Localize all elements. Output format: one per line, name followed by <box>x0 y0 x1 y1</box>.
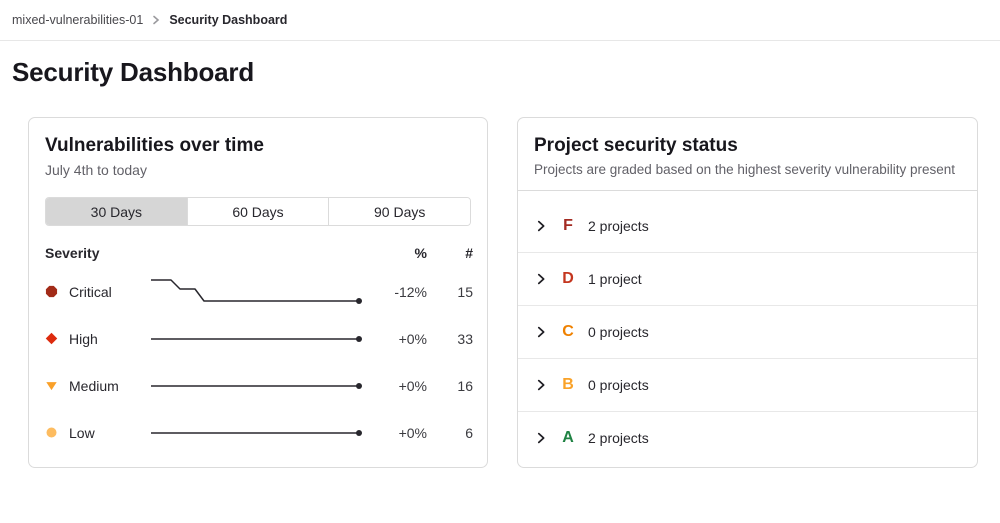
grade-letter: F <box>563 216 573 234</box>
breadcrumb-current-page: Security Dashboard <box>169 13 288 27</box>
severity-label: High <box>69 330 98 347</box>
percent-change-value: -12% <box>394 283 427 300</box>
vuln-card-title: Vulnerabilities over time <box>45 135 264 156</box>
vulnerability-count-value: 6 <box>465 424 473 441</box>
tab-90-days[interactable]: 90 Days <box>328 198 470 225</box>
status-card-title: Project security status <box>534 135 738 156</box>
severity-row-medium: Medium +0% 16 <box>45 362 473 409</box>
severity-critical-icon <box>45 285 58 298</box>
chevron-right-icon[interactable] <box>534 431 548 445</box>
count-column-header: # <box>465 245 473 261</box>
trend-sparkline <box>149 272 363 312</box>
trend-sparkline <box>149 319 363 359</box>
dashboard-cards: Vulnerabilities over time July 4th to to… <box>28 117 978 468</box>
grade-row-d[interactable]: D 1 project <box>518 252 977 305</box>
tab-30-days[interactable]: 30 Days <box>46 198 187 225</box>
vulnerability-count-value: 16 <box>457 377 473 394</box>
severity-label: Low <box>69 424 95 441</box>
status-card-subtitle: Projects are graded based on the highest… <box>534 162 955 177</box>
status-card-header: Project security status Projects are gra… <box>518 118 977 191</box>
severity-label: Medium <box>69 377 119 394</box>
grade-row-c[interactable]: C 0 projects <box>518 305 977 358</box>
vulnerability-count-value: 33 <box>457 330 473 347</box>
chevron-right-icon[interactable] <box>534 378 548 392</box>
vulnerabilities-over-time-card: Vulnerabilities over time July 4th to to… <box>28 117 488 468</box>
grade-row-f[interactable]: F 2 projects <box>518 199 977 252</box>
severity-row-critical: Critical -12% 15 <box>45 268 473 315</box>
tab-60-days[interactable]: 60 Days <box>186 198 329 225</box>
grade-project-count: 0 projects <box>588 377 649 393</box>
percent-change-value: +0% <box>398 377 427 394</box>
grade-letter: C <box>562 323 574 340</box>
trend-sparkline <box>149 413 363 453</box>
breadcrumb-separator-icon <box>152 15 160 25</box>
severity-high-icon <box>45 332 58 345</box>
grade-row-a[interactable]: A 2 projects <box>518 411 977 464</box>
severity-label: Critical <box>69 283 112 300</box>
grade-row-b[interactable]: B 0 projects <box>518 358 977 411</box>
chevron-right-icon[interactable] <box>534 219 548 233</box>
percent-change-value: +0% <box>398 330 427 347</box>
days-filter-button-group: 30 Days 60 Days 90 Days <box>45 197 471 226</box>
grade-letter: B <box>562 376 574 393</box>
grade-letter: D <box>562 270 574 287</box>
breadcrumb: mixed-vulnerabilities-01 Security Dashbo… <box>0 0 1000 41</box>
chevron-right-icon[interactable] <box>534 325 548 339</box>
grade-project-count: 2 projects <box>588 430 649 446</box>
vulnerability-count-value: 15 <box>457 283 473 300</box>
severity-column-header: Severity <box>45 245 100 261</box>
percent-column-header: % <box>414 245 427 261</box>
grade-project-count: 0 projects <box>588 324 649 340</box>
chevron-right-icon[interactable] <box>534 272 548 286</box>
severity-low-icon <box>45 426 58 439</box>
grade-project-count: 2 projects <box>588 217 649 234</box>
page-title: Security Dashboard <box>12 57 255 87</box>
project-security-status-card: Project security status Projects are gra… <box>517 117 978 468</box>
percent-change-value: +0% <box>398 424 427 441</box>
trend-sparkline <box>149 366 363 406</box>
breadcrumb-project-link[interactable]: mixed-vulnerabilities-01 <box>12 13 144 27</box>
severity-table-header: Severity % # <box>45 238 473 268</box>
severity-medium-icon <box>45 379 58 392</box>
grade-list: F 2 projects D 1 project C 0 projects B 0 proje… <box>518 191 977 464</box>
vuln-card-date-range: July 4th to today <box>45 162 147 178</box>
grade-letter: A <box>562 429 574 446</box>
severity-row-high: High +0% 33 <box>45 315 473 362</box>
severity-table: Severity % # Critical -12% 15 High +0% 33 Medi… <box>45 238 473 456</box>
grade-project-count: 1 project <box>588 271 642 287</box>
severity-row-low: Low +0% 6 <box>45 409 473 456</box>
